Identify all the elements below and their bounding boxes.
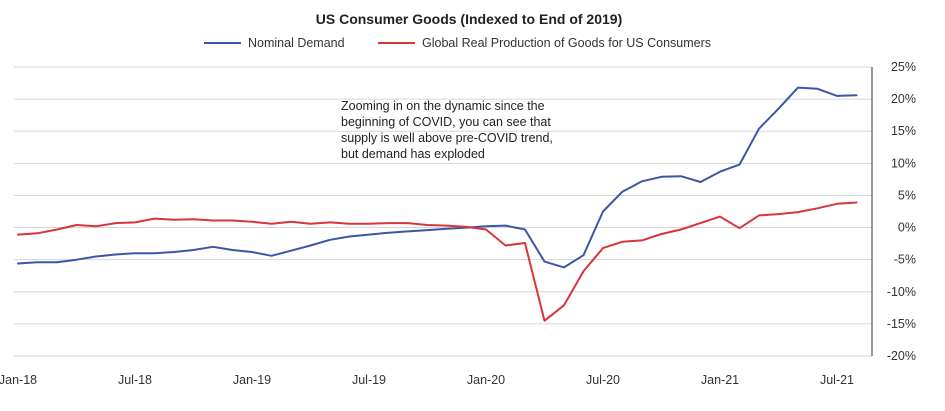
x-tick-label: Jan-18 [0, 373, 37, 387]
x-tick-label: Jan-21 [701, 373, 739, 387]
y-tick-label: -5% [894, 253, 916, 267]
y-axis-tick-labels: 25% 20% 15% 10% 5% 0% -5% -10% -15% -20% [887, 60, 916, 363]
annotation-line: supply is well above pre-COVID trend, [341, 131, 553, 145]
y-tick-label: 20% [891, 92, 916, 106]
series-line-global-real-production [17, 201, 858, 322]
annotation-line: Zooming in on the dynamic since the [341, 99, 545, 113]
series-lines [17, 86, 858, 322]
annotation-line: but demand has exploded [341, 147, 485, 161]
x-tick-label: Jul-21 [820, 373, 854, 387]
x-tick-label: Jan-20 [467, 373, 505, 387]
legend-label-global-real-production: Global Real Production of Goods for US C… [422, 36, 711, 50]
y-tick-label: 10% [891, 156, 916, 170]
annotation: Zooming in on the dynamic since the begin… [341, 99, 553, 161]
gridlines [14, 66, 872, 357]
y-tick-label: 15% [891, 124, 916, 138]
x-axis-tick-labels: Jan-18 Jul-18 Jan-19 Jul-19 Jan-20 Jul-20 Jan-… [0, 373, 854, 387]
x-tick-label: Jul-18 [118, 373, 152, 387]
y-tick-label: 5% [898, 188, 916, 202]
y-tick-label: 0% [898, 221, 916, 235]
legend: Nominal Demand Global Real Production of… [204, 36, 711, 50]
y-tick-label: 25% [891, 60, 916, 74]
series-line-nominal-demand [17, 86, 858, 269]
y-tick-label: -15% [887, 317, 916, 331]
x-tick-label: Jul-19 [352, 373, 386, 387]
chart-title: US Consumer Goods (Indexed to End of 201… [316, 11, 622, 27]
y-tick-label: -10% [887, 285, 916, 299]
legend-label-nominal-demand: Nominal Demand [248, 36, 345, 50]
x-tick-label: Jan-19 [233, 373, 271, 387]
x-tick-label: Jul-20 [586, 373, 620, 387]
annotation-line: beginning of COVID, you can see that [341, 115, 551, 129]
y-tick-label: -20% [887, 349, 916, 363]
